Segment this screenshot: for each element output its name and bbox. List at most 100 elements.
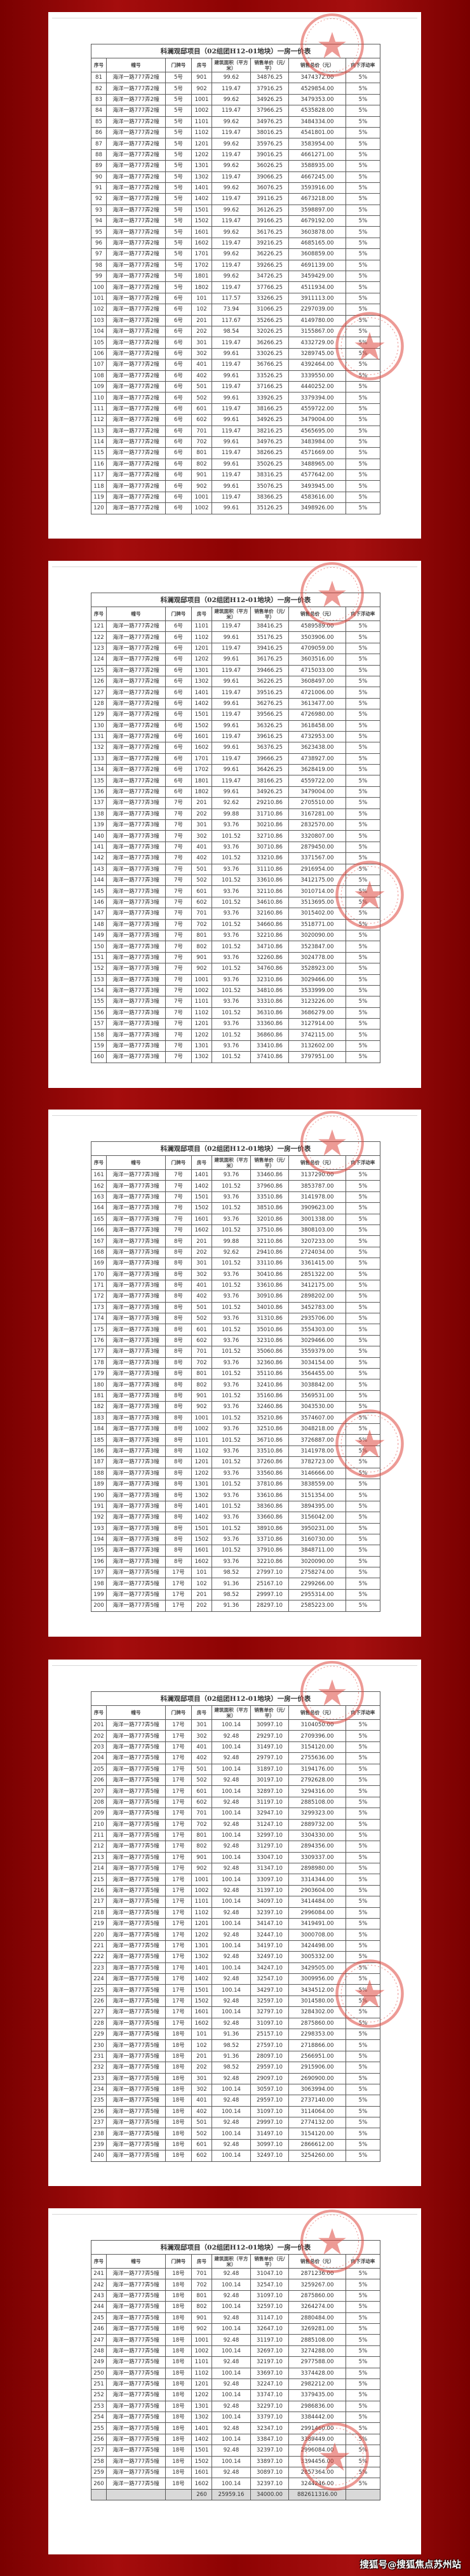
seq-cell: 163 <box>91 1191 107 1204</box>
total-price-cell: 2982212.00 <box>288 2378 346 2391</box>
table-row: 152 海洋一路777弄3幢 7号 902 101.52 34760.86 3528923.… <box>91 963 380 975</box>
discount-rate-cell: 5% <box>346 425 380 437</box>
room-cell: 301 <box>191 1258 212 1270</box>
building-cell: 海洋一路777弄5幢 <box>106 1730 166 1742</box>
room-cell: 202 <box>191 808 212 821</box>
door-cell: 7号 <box>165 908 192 920</box>
seq-cell: 206 <box>91 1774 107 1787</box>
table-title: 科澜观邸项目（02组团H12-01地块）一房一价表 <box>91 593 380 607</box>
unit-price-cell: 37810.86 <box>250 1478 289 1491</box>
total-price-cell: 2898980.00 <box>288 1863 346 1875</box>
total-price-cell: 2935706.00 <box>288 1313 346 1325</box>
unit-price-cell: 28097.10 <box>250 2050 289 2063</box>
unit-price-cell: 31397.10 <box>250 1884 289 1897</box>
table-row: 233 海洋一路777弄5幢 18号 301 92.48 29097.10 2690900.… <box>91 2072 380 2084</box>
total-price-cell: 3518771.00 <box>288 918 346 930</box>
area-cell: 100.14 <box>211 2105 251 2118</box>
total-price-cell: 3909623.00 <box>288 1202 346 1214</box>
total-price-cell: 3434512.00 <box>288 1984 346 1996</box>
unit-price-cell: 31097.10 <box>250 2017 289 2029</box>
door-cell: 17号 <box>165 1774 192 1787</box>
building-cell: 海洋一路777弄5幢 <box>106 1962 166 1974</box>
unit-price-cell: 32510.86 <box>250 1423 289 1435</box>
unit-price-cell: 34010.86 <box>250 1301 289 1314</box>
seq-cell: 161 <box>91 1169 107 1181</box>
total-price-cell: 3894395.00 <box>288 1500 346 1513</box>
table-row: 188 海洋一路777弄3幢 8号 1202 93.76 33560.86 3146666.… <box>91 1467 380 1479</box>
area-cell: 92.48 <box>211 2334 251 2346</box>
building-cell: 海洋一路777弄5幢 <box>106 1818 166 1830</box>
seq-cell: 122 <box>91 631 107 643</box>
seq-cell: 237 <box>91 2117 107 2129</box>
table-row: 142 海洋一路777弄3幢 7号 402 101.52 33210.86 3371567.… <box>91 852 380 864</box>
discount-rate-cell: 5% <box>346 1423 380 1435</box>
room-cell: 1601 <box>191 2006 212 2018</box>
building-cell: 海洋一路777弄2幢 <box>106 436 166 448</box>
table-row: 248 海洋一路777弄5幢 18号 1002 100.14 32697.10 327428… <box>91 2345 380 2358</box>
unit-price-cell: 29297.10 <box>250 1730 289 1742</box>
seq-cell: 260 <box>91 2478 107 2490</box>
door-cell: 5号 <box>165 149 192 161</box>
building-cell: 海洋一路777弄3幢 <box>106 896 166 909</box>
unit-price-cell: 37260.86 <box>250 1456 289 1468</box>
discount-rate-cell: 5% <box>346 1235 380 1247</box>
total-price-cell: 3950231.00 <box>288 1522 346 1534</box>
door-cell: 6号 <box>165 764 192 776</box>
discount-rate-cell: 5% <box>346 2467 380 2479</box>
room-cell: 802 <box>191 2301 212 2313</box>
table-row: 195 海洋一路777弄3幢 8号 1601 101.52 37910.86 3848711… <box>91 1545 380 1557</box>
area-cell: 100.14 <box>211 1763 251 1775</box>
room-cell: 701 <box>191 908 212 920</box>
seq-cell: 156 <box>91 1007 107 1019</box>
seq-cell: 167 <box>91 1235 107 1247</box>
area-cell: 100.14 <box>211 2279 251 2291</box>
unit-price-cell: 32597.10 <box>250 1995 289 2008</box>
door-cell: 18号 <box>165 2138 192 2151</box>
door-cell: 17号 <box>165 1984 192 1996</box>
building-cell: 海洋一路777弄3幢 <box>106 908 166 920</box>
discount-rate-cell: 5% <box>346 2138 380 2151</box>
total-price-cell: 3167281.00 <box>288 808 346 821</box>
total-price-cell: 3029466.00 <box>288 974 346 986</box>
room-cell: 602 <box>191 414 212 426</box>
door-cell: 17号 <box>165 2006 192 2018</box>
discount-rate-cell: 5% <box>346 885 380 897</box>
building-cell: 海洋一路777弄2幢 <box>106 171 166 183</box>
unit-price-cell: 29210.86 <box>250 797 289 809</box>
room-cell: 302 <box>191 2083 212 2096</box>
area-cell: 92.48 <box>211 2422 251 2434</box>
total-price-cell: 4721006.00 <box>288 687 346 699</box>
total-price-cell: 3394456.00 <box>288 2455 346 2468</box>
building-cell: 海洋一路777弄5幢 <box>106 2467 166 2479</box>
door-cell: 18号 <box>165 2345 192 2358</box>
room-cell: 702 <box>191 1357 212 1369</box>
room-cell: 1201 <box>191 1456 212 1468</box>
room-cell: 202 <box>191 325 212 338</box>
building-cell: 海洋一路777弄3幢 <box>106 984 166 997</box>
discount-rate-cell: 5% <box>346 149 380 161</box>
area-cell: 100.14 <box>211 1829 251 1842</box>
discount-rate-cell: 5% <box>346 2367 380 2379</box>
building-cell: 海洋一路777弄2幢 <box>106 337 166 349</box>
total-price-cell: 3269281.00 <box>288 2323 346 2335</box>
building-cell: 海洋一路777弄3幢 <box>106 1357 166 1369</box>
total-price-cell: 4529854.00 <box>288 83 346 95</box>
total-price-cell: 3020090.00 <box>288 1555 346 1568</box>
total-price-cell: 3339550.00 <box>288 370 346 382</box>
unit-price-cell: 37166.25 <box>250 380 289 393</box>
area-cell: 92.48 <box>211 2445 251 2457</box>
unit-price-cell: 34726.25 <box>250 271 289 283</box>
area-cell: 100.14 <box>211 1918 251 1930</box>
door-cell: 18号 <box>165 2279 192 2291</box>
table-row: 144 海洋一路777弄3幢 7号 502 101.52 33610.86 3412175.… <box>91 874 380 887</box>
total-price-cell: 3374428.00 <box>288 2367 346 2379</box>
unit-price-cell: 32547.10 <box>250 1973 289 1985</box>
table-row: 117 海洋一路777弄2幢 6号 901 119.47 38316.25 4577642.… <box>91 469 380 481</box>
area-cell: 100.14 <box>211 2412 251 2424</box>
area-cell: 101.52 <box>211 1279 251 1292</box>
seq-cell: 143 <box>91 863 107 875</box>
discount-rate-cell: 5% <box>346 403 380 415</box>
total-price-cell: 3608497.00 <box>288 675 346 688</box>
room-cell: 102 <box>191 2039 212 2051</box>
room-cell: 501 <box>191 380 212 393</box>
